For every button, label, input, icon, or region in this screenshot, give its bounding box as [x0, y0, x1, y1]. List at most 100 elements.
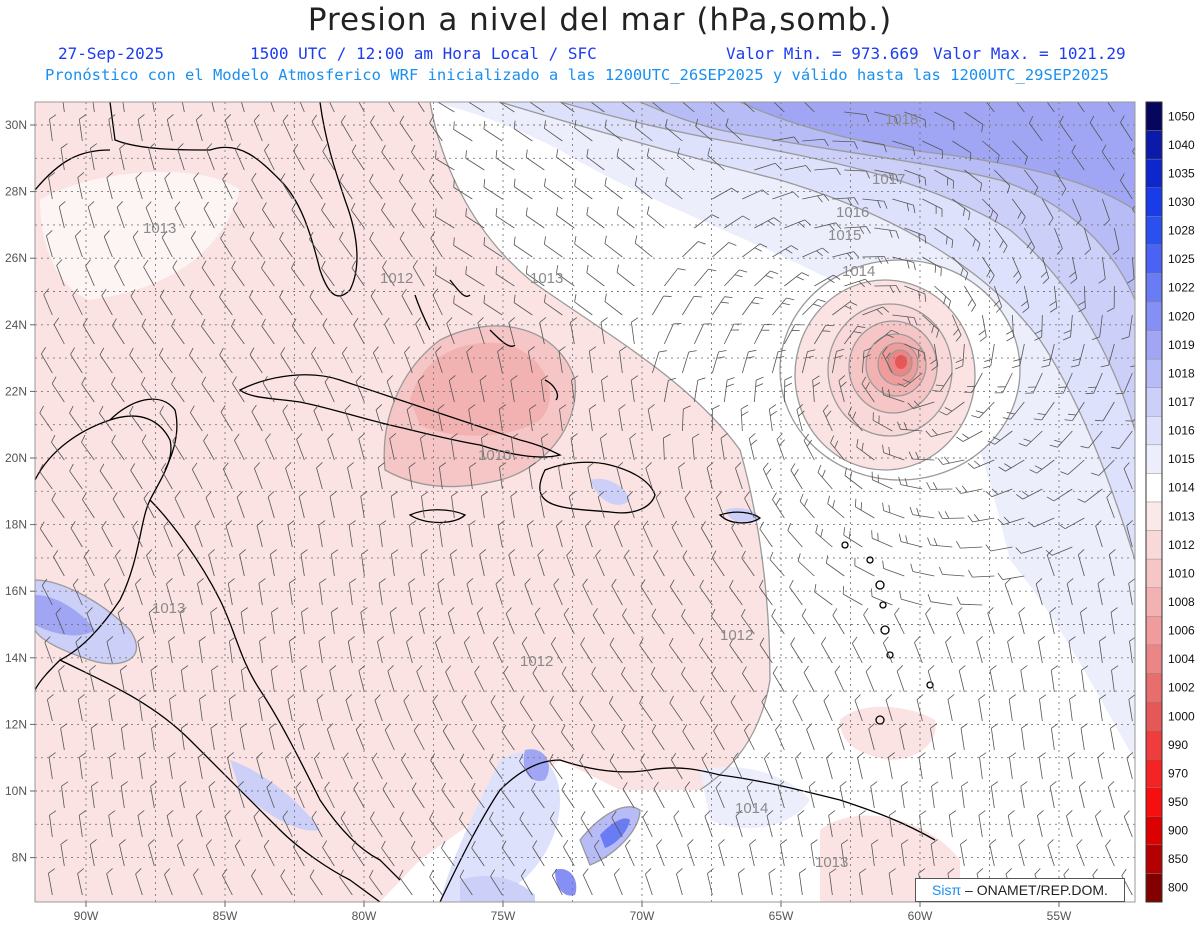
wind-barb	[40, 353, 53, 374]
wind-barb-flag	[634, 177, 638, 186]
wind-barb-flag	[404, 346, 411, 353]
wind-barb	[69, 412, 83, 432]
wind-barb-flag	[531, 724, 536, 733]
wind-barb-flag	[112, 318, 117, 326]
wind-barb	[508, 322, 515, 345]
wind-barb	[604, 301, 623, 316]
wind-barb	[840, 844, 845, 867]
wind-barb	[656, 845, 665, 867]
wind-barb	[262, 382, 275, 403]
wind-barb	[82, 499, 95, 519]
wind-barb	[72, 584, 83, 606]
wind-barb-flag	[930, 358, 938, 365]
wind-barb	[108, 815, 113, 838]
wind-barb	[435, 641, 443, 664]
wind-barb	[459, 876, 473, 896]
wind-barb	[1007, 641, 1013, 664]
wind-barb	[808, 786, 815, 809]
colorbar-swatch	[1145, 558, 1163, 588]
wind-barb-flag	[314, 752, 321, 759]
wind-barb	[964, 285, 977, 306]
wind-barb	[871, 844, 875, 867]
wind-barb	[172, 441, 185, 461]
wind-barb-flag	[846, 252, 853, 260]
wind-barb	[1036, 815, 1043, 838]
wind-barb-flag	[228, 578, 235, 584]
wind-barb-flag	[203, 201, 209, 209]
wind-barb	[342, 353, 353, 374]
wind-barb-flag	[979, 752, 987, 758]
wind-barb-flag	[1034, 868, 1041, 875]
wind-barb	[913, 401, 935, 409]
wind-barb-flag	[541, 375, 549, 381]
wind-barb	[99, 470, 113, 490]
wind-barb	[579, 702, 593, 722]
wind-barb	[404, 352, 413, 374]
colorbar-label: 1018	[1168, 366, 1195, 380]
wind-barb	[694, 214, 713, 229]
wind-barb	[282, 816, 293, 838]
wind-barb	[418, 612, 425, 635]
wind-barb-flag	[808, 781, 816, 787]
wind-barb-flag	[132, 230, 139, 238]
wind-barb	[1097, 757, 1103, 780]
wind-barb-flag	[749, 839, 756, 845]
wind-barb	[1021, 546, 1043, 554]
wind-barb-flag	[1021, 491, 1029, 497]
wind-barb-flag	[130, 463, 136, 471]
wind-barb	[408, 467, 413, 490]
wind-barb	[526, 215, 545, 229]
wind-barb	[930, 844, 935, 867]
wind-barb	[399, 818, 413, 838]
wind-barb-flag	[139, 694, 147, 700]
wind-barb-flag	[701, 752, 708, 760]
wind-barb	[261, 325, 275, 345]
wind-barb-flag	[772, 492, 777, 500]
wind-barb	[205, 845, 215, 867]
wind-barb-flag	[949, 810, 957, 816]
wind-barb	[189, 354, 203, 374]
wind-barb-flag	[844, 305, 853, 310]
wind-barb-flag	[580, 811, 586, 819]
wind-barb-flag	[1102, 87, 1106, 94]
wind-barb	[159, 354, 173, 374]
wind-barb	[769, 559, 785, 577]
isobar-label: 1013	[530, 270, 563, 287]
wind-barb	[1128, 583, 1133, 606]
wind-barb	[324, 381, 335, 403]
wind-barb	[129, 412, 143, 432]
wind-barb	[773, 102, 785, 113]
wind-barb-flag	[261, 260, 266, 269]
wind-barb-flag	[826, 752, 833, 759]
wind-barb	[340, 121, 353, 142]
wind-barb-flag	[1110, 723, 1118, 729]
wind-barb-flag	[556, 520, 563, 527]
wind-barb-flag	[501, 724, 507, 733]
wind-barb-flag	[291, 318, 297, 326]
wind-barb-flag	[1039, 694, 1047, 700]
wind-barb	[411, 789, 425, 809]
wind-barb-flag	[263, 839, 270, 847]
wind-barb	[344, 410, 353, 432]
lon-label: 70W	[630, 909, 655, 923]
wind-barb	[224, 120, 233, 142]
wind-barb-flag	[1049, 300, 1057, 307]
wind-barb	[1071, 198, 1082, 220]
colorbar-swatch	[1145, 644, 1163, 674]
wind-barb-flag	[280, 869, 286, 877]
wind-barb-flag	[501, 782, 506, 791]
wind-barb-flag	[251, 868, 257, 877]
wind-barb	[843, 534, 863, 548]
wind-barb-flag	[741, 608, 746, 617]
wind-barb	[1034, 517, 1055, 528]
wind-barb-flag	[181, 723, 189, 729]
wind-barb-flag	[671, 753, 677, 761]
wind-barb-flag	[543, 120, 546, 129]
wind-barb-flag	[75, 230, 82, 237]
wind-barb	[964, 227, 981, 244]
wind-barb	[701, 759, 713, 780]
wind-barb	[839, 786, 845, 809]
wind-barb	[48, 757, 53, 780]
wind-barb	[1101, 198, 1110, 220]
wind-barb-flag	[199, 694, 207, 700]
